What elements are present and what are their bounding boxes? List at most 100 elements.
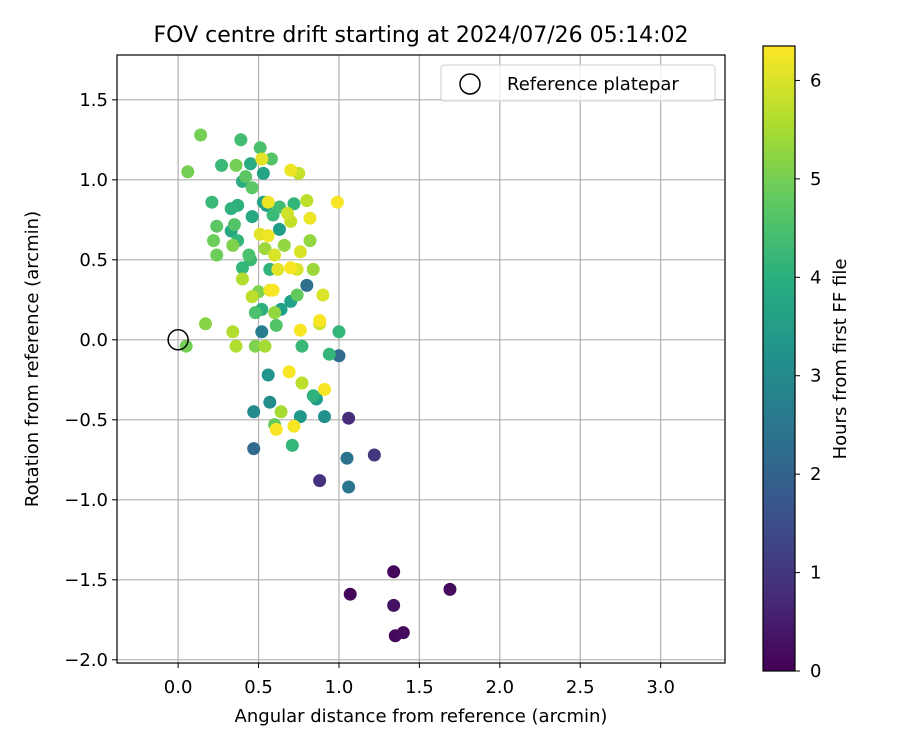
data-point bbox=[290, 288, 304, 302]
data-point bbox=[277, 238, 291, 252]
plot-frame bbox=[116, 54, 726, 664]
data-point bbox=[261, 368, 275, 382]
data-point bbox=[258, 339, 272, 353]
data-point bbox=[287, 419, 301, 433]
y-tick-label: 0.0 bbox=[79, 330, 108, 351]
colorbar-gradient bbox=[762, 45, 796, 672]
data-points bbox=[179, 128, 457, 643]
data-point bbox=[269, 422, 283, 436]
data-point bbox=[293, 245, 307, 259]
data-point bbox=[224, 202, 238, 216]
data-point bbox=[261, 195, 275, 209]
colorbar-tick-label: 5 bbox=[810, 169, 821, 190]
data-point bbox=[269, 318, 283, 332]
x-axis-label: Angular distance from reference (arcmin) bbox=[235, 706, 608, 727]
data-point bbox=[280, 206, 294, 220]
data-point bbox=[227, 218, 241, 232]
data-point bbox=[229, 339, 243, 353]
data-point bbox=[210, 248, 224, 262]
data-point bbox=[198, 317, 212, 331]
legend-marker-icon bbox=[459, 73, 481, 95]
data-point bbox=[342, 411, 356, 425]
data-point bbox=[258, 242, 272, 256]
legend-box bbox=[440, 64, 716, 102]
data-point bbox=[303, 234, 317, 248]
data-point bbox=[181, 165, 195, 179]
data-point bbox=[332, 349, 346, 363]
reference-platepar-marker bbox=[167, 329, 189, 351]
x-tick-label: 0.5 bbox=[244, 677, 273, 698]
colorbar-tick-label: 0 bbox=[810, 661, 821, 682]
data-point bbox=[306, 389, 320, 403]
data-point bbox=[242, 248, 256, 262]
colorbar: 0 1 2 3 4 5 6 Hours from first FF file bbox=[762, 45, 851, 682]
data-point bbox=[253, 141, 267, 155]
data-point bbox=[261, 229, 275, 243]
data-point bbox=[316, 288, 330, 302]
data-point bbox=[245, 181, 259, 195]
y-axis-ticks: 1.5 1.0 0.5 0.0 −0.5 −1.0 −1.5 −2.0 bbox=[64, 90, 117, 671]
data-point bbox=[272, 222, 286, 236]
data-point bbox=[306, 262, 320, 276]
data-point bbox=[285, 438, 299, 452]
data-point bbox=[248, 306, 262, 320]
y-axis-label: Rotation from reference (arcmin) bbox=[22, 211, 43, 507]
data-point bbox=[245, 290, 259, 304]
data-point bbox=[284, 261, 298, 275]
x-tick-label: 3.0 bbox=[646, 677, 675, 698]
x-tick-label: 1.5 bbox=[405, 677, 434, 698]
data-point bbox=[255, 325, 269, 339]
data-point bbox=[332, 325, 346, 339]
data-point bbox=[235, 261, 249, 275]
data-point bbox=[293, 410, 307, 424]
y-tick-label: −0.5 bbox=[64, 410, 108, 431]
data-point bbox=[313, 314, 327, 328]
data-point bbox=[245, 210, 259, 224]
data-point bbox=[226, 238, 240, 252]
data-point bbox=[226, 325, 240, 339]
data-point bbox=[274, 405, 288, 419]
data-point bbox=[271, 262, 285, 276]
data-point bbox=[215, 158, 229, 172]
chart-title: FOV centre drift starting at 2024/07/26 … bbox=[154, 23, 689, 48]
legend-label: Reference platepar bbox=[507, 74, 679, 95]
data-point bbox=[264, 152, 278, 166]
colorbar-tick-label: 3 bbox=[810, 366, 821, 387]
data-point bbox=[317, 382, 331, 396]
data-point bbox=[263, 395, 277, 409]
colorbar-tick-label: 4 bbox=[810, 267, 821, 288]
data-point bbox=[295, 376, 309, 390]
data-point bbox=[343, 587, 357, 601]
data-point bbox=[268, 248, 282, 262]
colorbar-tick-label: 6 bbox=[810, 70, 821, 91]
x-tick-label: 0.0 bbox=[164, 677, 193, 698]
colorbar-label: Hours from first FF file bbox=[830, 259, 851, 460]
data-point bbox=[247, 442, 261, 456]
data-point bbox=[293, 323, 307, 337]
data-point bbox=[313, 474, 327, 488]
colorbar-tick-label: 1 bbox=[810, 563, 821, 584]
y-tick-label: −1.5 bbox=[64, 570, 108, 591]
data-point bbox=[234, 133, 248, 147]
data-point bbox=[295, 339, 309, 353]
data-point bbox=[205, 195, 219, 209]
data-point bbox=[443, 582, 457, 596]
data-point bbox=[330, 195, 344, 209]
y-tick-label: 1.0 bbox=[79, 170, 108, 191]
data-point bbox=[256, 166, 270, 180]
data-point bbox=[207, 234, 221, 248]
data-point bbox=[239, 170, 253, 184]
data-point bbox=[342, 480, 356, 494]
colorbar-ticks: 0 1 2 3 4 5 6 bbox=[795, 70, 821, 682]
data-point bbox=[266, 283, 280, 297]
data-point bbox=[300, 278, 314, 292]
data-point bbox=[255, 152, 269, 166]
y-tick-label: −2.0 bbox=[64, 650, 108, 671]
data-point bbox=[229, 158, 243, 172]
data-point bbox=[235, 272, 249, 286]
y-tick-label: 0.5 bbox=[79, 250, 108, 271]
colorbar-tick-label: 2 bbox=[810, 464, 821, 485]
data-point bbox=[287, 197, 301, 211]
x-tick-label: 2.5 bbox=[566, 677, 595, 698]
